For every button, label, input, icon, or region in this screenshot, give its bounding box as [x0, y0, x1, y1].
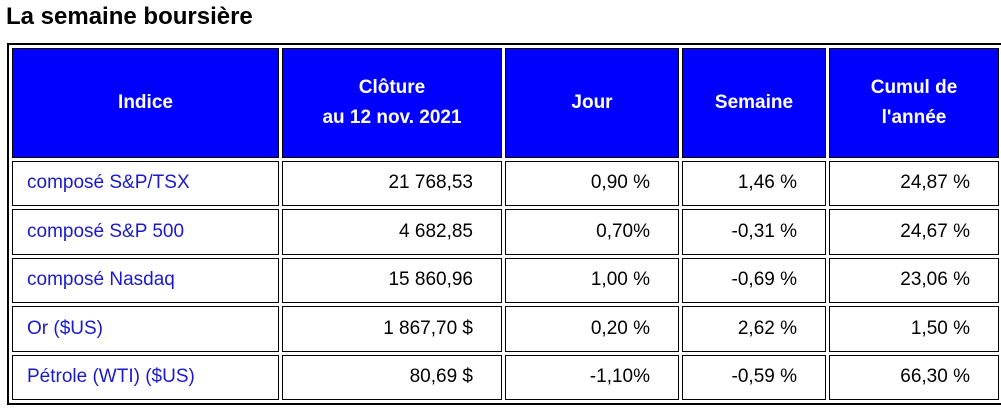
value-cell: 24,87 % [829, 160, 999, 207]
value-cell: 0,90 % [505, 160, 679, 207]
value-cell: 1,50 % [829, 306, 999, 352]
table-row: Or ($US) 1 867,70 $0,20 % 2,62 % 1,50 % [12, 306, 999, 352]
value-cell: 0,70% [505, 209, 679, 255]
value-cell: 0,20 % [505, 306, 679, 352]
header-line: Cumul de [870, 76, 958, 98]
market-table: Indice Clôture au 12 nov. 2021 Jour Semaine C… [7, 43, 1001, 405]
value-cell: 15 860,96 [282, 257, 502, 304]
value-cell: 4 682,85 [282, 209, 502, 255]
header-cell: Indice [12, 48, 279, 158]
value-cell: -0,69 % [682, 257, 826, 304]
value-cell: 1,00 % [505, 257, 679, 304]
header-cell: Cumul de l'année [829, 48, 999, 158]
header-cell: Clôture au 12 nov. 2021 [282, 48, 502, 158]
page-title: La semaine boursière [6, 3, 253, 30]
header-cell: Semaine [682, 48, 826, 158]
table-row: Pétrole (WTI) ($US) 80,69 $ -1,10% -0,59 % 6… [12, 354, 999, 400]
index-name: composé S&P/TSX [12, 160, 279, 207]
value-cell: 21 768,53 [282, 160, 502, 207]
value-cell: -0,59 % [682, 354, 826, 400]
value-cell: 23,06 % [829, 257, 999, 304]
header-line: l'année [881, 106, 947, 128]
header-line: Clôture [358, 76, 426, 98]
value-cell: -0,31 % [682, 209, 826, 255]
header-row: Indice Clôture au 12 nov. 2021 Jour Semaine C… [12, 48, 999, 158]
index-name: Pétrole (WTI) ($US) [12, 354, 279, 400]
header-line: Semaine [714, 91, 794, 113]
value-cell: 2,62 % [682, 306, 826, 352]
index-name: Or ($US) [12, 306, 279, 352]
value-cell: 24,67 % [829, 209, 999, 255]
index-name: composé Nasdaq [12, 257, 279, 304]
value-cell: 1 867,70 $ [282, 306, 502, 352]
header-line: Indice [118, 91, 173, 113]
value-cell: 80,69 $ [282, 354, 502, 400]
header-line: au 12 nov. 2021 [322, 106, 462, 128]
header-line: Jour [571, 91, 613, 113]
value-cell: -1,10% [505, 354, 679, 400]
table-row: composé S&P/TSX 21 768,53 0,90 % 1,46 % 24,8… [12, 160, 999, 207]
value-cell: 66,30 % [829, 354, 999, 400]
table-row: composé Nasdaq 15 860,96 1,00 % -0,69 % 23,0… [12, 257, 999, 304]
header-cell: Jour [505, 48, 679, 158]
table-row: composé S&P 500 4 682,85 0,70% -0,31 % 24,67… [12, 209, 999, 255]
value-cell: 1,46 % [682, 160, 826, 207]
index-name: composé S&P 500 [12, 209, 279, 255]
